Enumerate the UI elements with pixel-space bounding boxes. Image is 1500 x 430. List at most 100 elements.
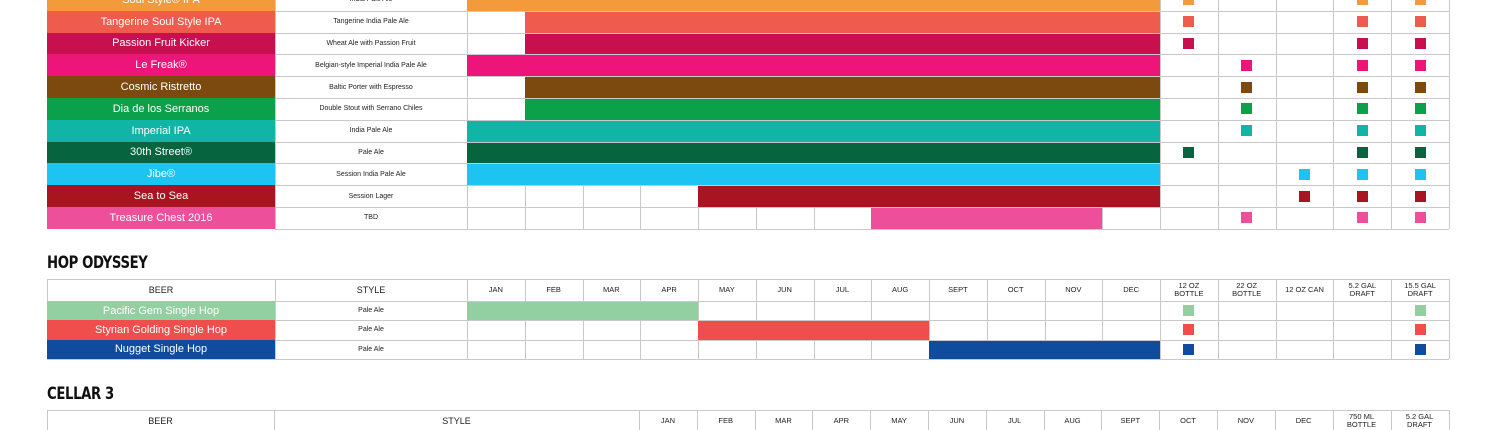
grid-line bbox=[47, 279, 1449, 280]
grid-line bbox=[275, 76, 467, 78]
header-month: JUN bbox=[949, 416, 965, 425]
format-marker bbox=[1414, 81, 1426, 93]
beer-name: Jibe® bbox=[47, 163, 275, 186]
format-marker bbox=[1241, 59, 1253, 71]
grid-line bbox=[467, 0, 468, 229]
availability-bar bbox=[467, 55, 1160, 77]
grid-line bbox=[275, 185, 467, 187]
grid-line bbox=[467, 163, 1449, 165]
grid-line bbox=[1449, 410, 1450, 430]
grid-line bbox=[754, 410, 756, 430]
beer-name: Tangerine Soul Style IPA bbox=[47, 10, 275, 33]
grid-line bbox=[467, 207, 1449, 208]
header-month: JAN bbox=[660, 416, 675, 425]
grid-line bbox=[47, 410, 48, 430]
format-marker bbox=[1414, 212, 1426, 224]
header-month: MAY bbox=[719, 285, 735, 294]
availability-bar bbox=[467, 0, 1160, 11]
grid-line bbox=[870, 410, 872, 430]
grid-line bbox=[639, 410, 640, 430]
grid-line bbox=[275, 10, 467, 12]
beer-style: India Pale Ale bbox=[349, 127, 393, 135]
beer-name: Passion Fruit Kicker bbox=[47, 32, 275, 55]
format-marker bbox=[1414, 168, 1426, 180]
grid-line bbox=[812, 410, 814, 430]
beer-name: Imperial IPA bbox=[47, 119, 275, 142]
grid-line bbox=[755, 279, 757, 359]
format-marker bbox=[1414, 324, 1426, 336]
format-marker bbox=[1414, 125, 1426, 137]
format-marker bbox=[1241, 125, 1253, 137]
format-marker bbox=[1414, 59, 1426, 71]
format-marker bbox=[1356, 147, 1368, 158]
grid-line bbox=[929, 279, 930, 359]
grid-line bbox=[1275, 0, 1277, 229]
availability-bar bbox=[524, 77, 1160, 98]
grid-line bbox=[467, 10, 1449, 12]
header-format: 5.2 GAL DRAFT bbox=[1405, 412, 1434, 429]
format-marker bbox=[1356, 168, 1368, 180]
header-month: JUL bbox=[1008, 416, 1022, 425]
format-marker bbox=[1241, 212, 1253, 224]
grid-line bbox=[47, 339, 1449, 341]
beer-name: Nugget Single Hop bbox=[47, 339, 275, 359]
header-format: 22 OZ BOTTLE bbox=[1232, 281, 1262, 298]
grid-line bbox=[928, 410, 929, 430]
header-format: 15.5 GAL DRAFT bbox=[1404, 281, 1436, 298]
format-marker bbox=[1414, 190, 1426, 202]
grid-line bbox=[275, 119, 467, 121]
format-marker bbox=[1299, 190, 1310, 202]
availability-bar bbox=[467, 142, 1160, 164]
grid-line bbox=[467, 141, 1449, 143]
grid-line bbox=[47, 301, 1449, 302]
availability-bar bbox=[929, 340, 1160, 359]
grid-line bbox=[1217, 410, 1218, 430]
beer-name: Treasure Chest 2016 bbox=[47, 207, 275, 229]
availability-bar bbox=[871, 208, 1103, 229]
header-month: DEC bbox=[1123, 285, 1140, 294]
header-month: AUG bbox=[1064, 416, 1081, 425]
beer-name: Cosmic Ristretto bbox=[47, 76, 275, 98]
format-marker bbox=[1414, 16, 1426, 28]
grid-line bbox=[1043, 410, 1045, 430]
availability-bar bbox=[698, 186, 1160, 207]
grid-line bbox=[467, 76, 1449, 78]
grid-line bbox=[1274, 410, 1276, 430]
format-marker bbox=[1356, 38, 1368, 49]
grid-line bbox=[275, 207, 467, 208]
header-format: 5.2 GAL DRAFT bbox=[1348, 281, 1377, 298]
format-marker bbox=[1183, 38, 1195, 49]
grid-line bbox=[1160, 0, 1161, 229]
header-month: OCT bbox=[1180, 416, 1196, 425]
header-month: SEPT bbox=[948, 285, 968, 294]
header-beer: BEER bbox=[148, 285, 174, 295]
format-marker bbox=[1183, 305, 1195, 317]
grid-line bbox=[1275, 279, 1277, 359]
availability-bar bbox=[524, 33, 1160, 55]
beer-style: India Pale Ale bbox=[275, 0, 467, 11]
header-month: JUL bbox=[835, 285, 850, 294]
format-marker bbox=[1356, 81, 1368, 93]
grid-line bbox=[696, 410, 698, 430]
header-month: FEB bbox=[546, 285, 561, 294]
header-month: NOV bbox=[1237, 416, 1255, 425]
beer-name: Dia de los Serranos bbox=[47, 98, 275, 120]
header-month: JUN bbox=[777, 285, 792, 294]
header-month: FEB bbox=[718, 416, 733, 425]
grid-line bbox=[275, 141, 467, 143]
header-month: SEPT bbox=[1120, 416, 1141, 425]
beer-style: Belgian-style Imperial India Pale Ale bbox=[315, 61, 427, 69]
grid-line bbox=[1102, 279, 1104, 359]
header-month: MAY bbox=[891, 416, 907, 425]
beer-name: Soul Style® IPA bbox=[47, 0, 275, 11]
grid-line bbox=[275, 0, 276, 229]
availability-bar bbox=[524, 99, 1160, 120]
header-month: APR bbox=[833, 416, 849, 425]
format-marker bbox=[1299, 168, 1310, 180]
grid-line bbox=[813, 279, 815, 359]
grid-line bbox=[275, 98, 467, 99]
grid-line bbox=[1160, 279, 1161, 359]
grid-line bbox=[47, 320, 1449, 322]
header-month: NOV bbox=[1065, 285, 1082, 294]
beer-style: TBD bbox=[364, 214, 378, 222]
